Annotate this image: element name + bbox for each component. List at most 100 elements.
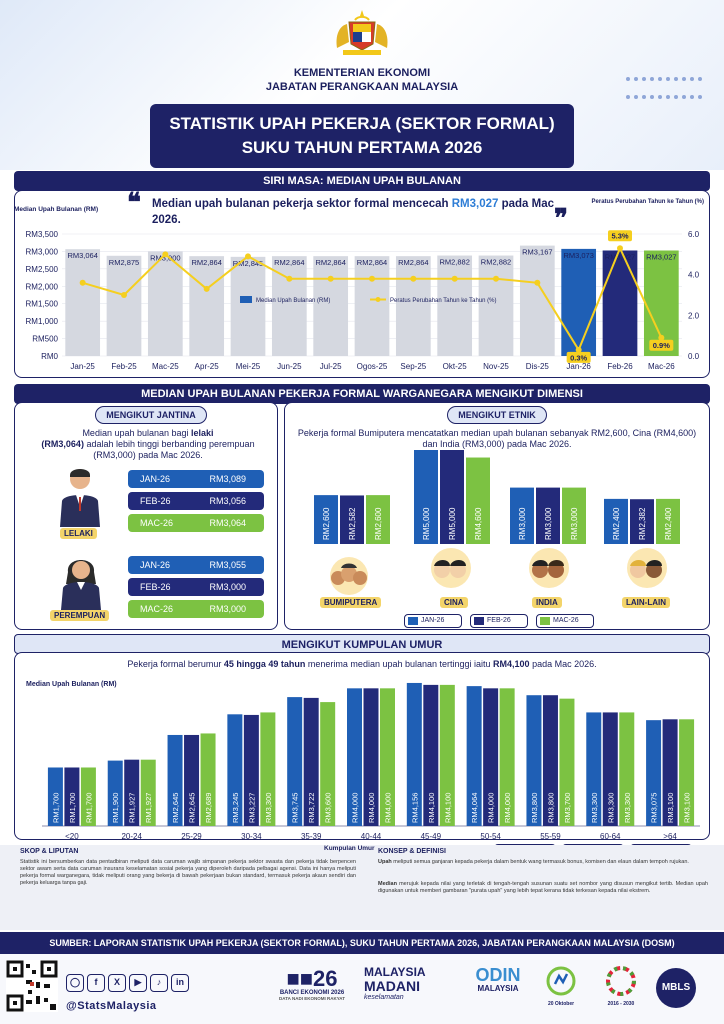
x-tick-label: Sep-25 [400, 362, 426, 371]
decorative-dots [624, 70, 704, 100]
ethnic-bar [366, 495, 390, 544]
ethnic-bar-label: RM2,400 [664, 507, 673, 540]
bar-value-label: RM3,064 [67, 251, 97, 260]
ministry-line-1: KEMENTERIAN EKONOMI [293, 67, 431, 79]
ethnic-legend-item: FEB-26 [470, 614, 528, 628]
age-bar-label: RM3,300 [590, 793, 599, 823]
chart-bar [602, 250, 638, 356]
age-bar [320, 702, 336, 826]
x-tick-label: Jul-25 [320, 362, 342, 371]
ethnic-bar [340, 495, 364, 544]
ethnic-label-lain-lain: LAIN-LAIN [622, 597, 670, 608]
scope-title: SKOP & LIPUTAN [20, 848, 79, 855]
wage-value: RM3,000 [209, 604, 246, 614]
age-bar [679, 719, 695, 826]
age-bar-label: RM3,075 [650, 793, 659, 823]
chart-bar [189, 256, 225, 356]
ethnic-bar-label: RM5,000 [448, 507, 457, 540]
yoy-point [286, 275, 293, 282]
month-label: JAN-26 [140, 474, 171, 484]
age-bar-label: RM3,800 [530, 793, 539, 823]
age-bar [124, 759, 140, 826]
mbls-logo: MBLS [656, 968, 696, 1008]
yoy-point [493, 275, 499, 282]
chart-bar [230, 256, 266, 356]
cina-group-icon [431, 548, 471, 588]
lain-lain-group-icon [627, 548, 667, 588]
age-bar-label: RM2,645 [188, 793, 197, 823]
age-bar-label: RM3,300 [623, 793, 632, 823]
page-title-line-1: STATISTIK UPAH PEKERJA (SEKTOR FORMAL) [169, 114, 555, 133]
legend-line-label: Peratus Perubahan Tahun ke Tahun (%) [390, 298, 497, 304]
age-bar-label: RM1,700 [84, 793, 93, 823]
age-chart: Median Upah Bulanan (RM) RM1,700 RM1,700 RM… [26, 681, 700, 840]
yoy-point [327, 275, 334, 282]
age-bar-label: RM1,927 [144, 793, 153, 823]
ethnic-legend-item: JAN-26 [404, 614, 462, 628]
age-bar [662, 719, 678, 826]
age-x-axis-title: Kumpulan Umur [324, 845, 375, 852]
ethnic-bar-label: RM3,000 [518, 507, 527, 540]
month-label: MAC-26 [140, 604, 174, 614]
bumiputera-group-icon [330, 557, 368, 595]
age-bar-label: RM1,900 [111, 793, 120, 823]
age-x-tick-label: 45-49 [421, 832, 442, 840]
x-tick-label: Feb-26 [607, 362, 633, 371]
chart-bar [313, 256, 349, 356]
month-label: MAC-26 [140, 518, 174, 528]
chart-bar [147, 251, 183, 356]
age-x-tick-label: 35-39 [301, 832, 322, 840]
age-bar [363, 688, 379, 826]
age-bar [184, 734, 200, 826]
age-bar-label: RM4,000 [351, 793, 360, 823]
yoy-value-label: 0.9% [653, 341, 670, 350]
statistics-day-logo: 20 Oktober [534, 966, 588, 1007]
x-tick-label: Jun-25 [277, 362, 302, 371]
left-axis-title: Median Upah Bulanan (RM) [14, 206, 98, 213]
bar-value-label: RM2,864 [357, 258, 387, 267]
y2-tick-label: 6.0 [688, 230, 700, 239]
concept-text-median: Median merujuk kepada nilai yang terleta… [378, 881, 708, 894]
age-bar [439, 684, 455, 826]
source-bar: SUMBER: LAPORAN STATISTIK UPAH PEKERJA (… [0, 932, 724, 954]
legend-bar-swatch [240, 296, 252, 303]
statistics-day-icon [546, 966, 576, 996]
bar-value-label: RM2,875 [109, 258, 139, 267]
close-quote-icon: ❞ [554, 204, 568, 234]
facebook-icon[interactable]: f [87, 974, 105, 992]
age-bar [586, 712, 602, 826]
wage-value: RM3,089 [209, 474, 246, 484]
social-handle[interactable]: @StatsMalaysia [66, 1000, 157, 1012]
age-bar [200, 733, 216, 826]
yoy-point [575, 346, 582, 353]
qr-code-icon[interactable] [6, 960, 58, 1012]
page-title-line-2: SUKU TAHUN PERTAMA 2026 [241, 138, 483, 157]
x-icon[interactable]: X [108, 974, 126, 992]
chart-bar [561, 248, 597, 356]
tiktok-icon[interactable]: ♪ [150, 974, 168, 992]
legend-line-dot [375, 297, 381, 302]
youtube-icon[interactable]: ▶ [129, 974, 147, 992]
x-tick-label: Nov-25 [483, 362, 509, 371]
age-x-tick-label: 50-54 [480, 832, 501, 840]
scope-text: Statistik ini bersumberkan data pentadbi… [20, 859, 356, 886]
age-section-title: MENGIKUT KUMPULAN UMUR [14, 634, 710, 654]
yoy-point [369, 275, 375, 282]
age-x-tick-label: 30-34 [241, 832, 262, 840]
ethnic-bar-label: RM5,000 [422, 507, 431, 540]
age-bar [380, 688, 395, 826]
malaysia-coat-of-arms-icon [336, 10, 388, 55]
age-bar [646, 720, 662, 826]
chart-bar [437, 255, 473, 356]
female-worker-icon [61, 560, 101, 610]
age-bar [423, 684, 439, 826]
male-wage-row: MAC-26 RM3,064 [128, 514, 264, 532]
linkedin-icon[interactable]: in [171, 974, 189, 992]
ethnic-label-bumiputera: BUMIPUTERA [320, 597, 382, 608]
yoy-point [79, 279, 86, 286]
instagram-icon[interactable]: ◯ [66, 974, 84, 992]
ethnic-chart: RM2,600 RM2,582 RM2,600 RM5,000 RM5,000 RM4,6… [314, 450, 680, 544]
yoy-point [451, 275, 458, 282]
bar-value-label: RM2,864 [274, 258, 304, 267]
gender-description: Median upah bulanan bagi lelaki (RM3,064)… [41, 428, 255, 460]
